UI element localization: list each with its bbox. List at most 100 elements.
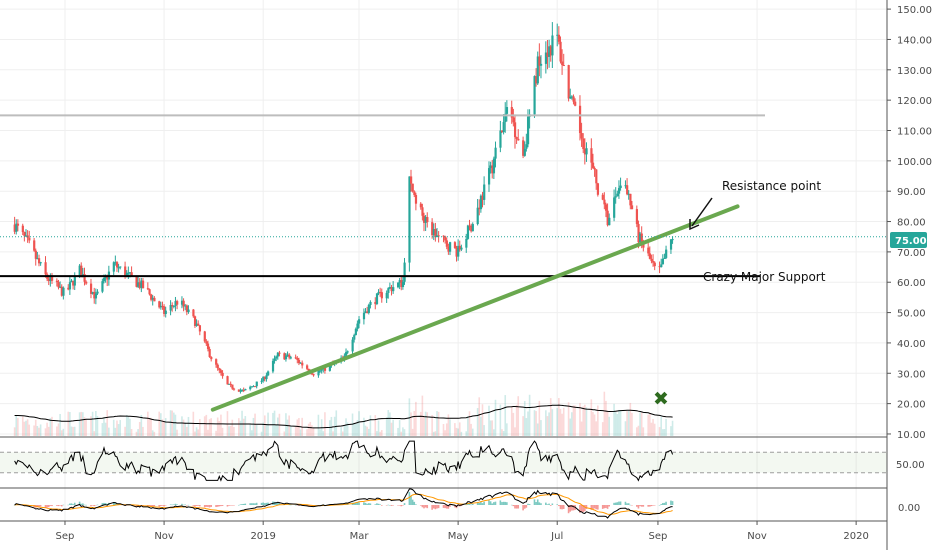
macd-histogram-bar — [653, 505, 656, 506]
volume-bar — [36, 425, 39, 436]
volume-bar — [176, 429, 178, 436]
candle-body — [517, 138, 520, 141]
macd-histogram-bar — [205, 505, 208, 507]
macd-histogram-bar — [184, 504, 186, 506]
candle-body — [198, 325, 202, 332]
macd-histogram-bar — [254, 503, 256, 505]
candle-body — [150, 294, 153, 300]
volume-bar — [161, 419, 164, 436]
volume-bar — [184, 422, 186, 436]
y-tick-label: 70.00 — [897, 248, 926, 259]
candle-body — [590, 148, 593, 163]
candle-body — [397, 282, 400, 288]
candle-body — [434, 229, 437, 238]
volume-bar — [572, 405, 575, 436]
macd-histogram-bar — [489, 501, 492, 505]
macd-histogram-bar — [354, 502, 357, 505]
x-tick-label: Jul — [550, 531, 563, 542]
candle-body — [419, 203, 422, 208]
volume-bar — [650, 422, 653, 436]
macd-histogram-bar — [449, 505, 451, 507]
volume-bar — [582, 406, 585, 436]
volume-bar — [642, 427, 645, 436]
volume-bar — [56, 426, 58, 436]
macd-histogram-bar — [491, 503, 494, 505]
x-tick-label: 2020 — [843, 531, 868, 542]
macd-histogram-bar — [593, 505, 596, 509]
candle-body — [567, 65, 570, 99]
macd-histogram-bar — [432, 505, 435, 509]
macd-histogram-bar — [62, 504, 65, 506]
volume-bar — [125, 414, 128, 436]
volume-bar — [197, 429, 199, 436]
candle-body — [237, 389, 241, 392]
volume-bar — [533, 410, 536, 436]
support-label[interactable]: Crazy Major Support — [703, 270, 826, 284]
volume-bar — [366, 426, 368, 436]
macd-histogram-bar — [51, 505, 53, 507]
volume-bar — [70, 426, 73, 436]
resistance-arrow[interactable] — [689, 197, 713, 231]
volume-bar — [354, 423, 357, 436]
candle-body — [72, 280, 75, 286]
candle-body — [619, 185, 622, 189]
candle-body — [476, 207, 479, 225]
resistance-point-label[interactable]: Resistance point — [722, 179, 821, 193]
macd-histogram-bar — [239, 504, 242, 505]
candle-body — [624, 185, 627, 187]
macd-histogram-bar — [161, 505, 164, 506]
volume-bar — [299, 429, 302, 436]
macd-histogram-bar — [512, 505, 515, 507]
candle-body — [457, 245, 460, 257]
volume-bar — [241, 410, 243, 436]
candle-body — [653, 262, 656, 267]
candle-body — [267, 371, 270, 376]
candle-body — [562, 65, 565, 67]
macd-histogram-bar — [210, 505, 212, 507]
volume-bar — [510, 406, 513, 436]
volume-bar — [649, 413, 651, 436]
volume-bar — [221, 427, 224, 436]
macd-histogram-bar — [649, 505, 651, 507]
x-marker-icon[interactable]: ✖ — [653, 388, 669, 410]
candle-body — [424, 217, 427, 223]
volume-bar — [124, 426, 126, 436]
macd-histogram-bar — [389, 504, 391, 506]
candle-body — [437, 235, 440, 237]
macd-histogram-bar — [221, 505, 224, 506]
candle-body — [526, 116, 530, 145]
volume-bar — [426, 412, 429, 436]
macd-histogram-bar — [49, 505, 52, 506]
volume-bar — [595, 421, 598, 436]
volume-bar — [437, 411, 440, 436]
candle-body — [613, 197, 616, 218]
volume-bar — [148, 418, 151, 436]
candle-body — [114, 262, 117, 264]
macd-histogram-bar — [39, 505, 42, 507]
volume-bar — [512, 412, 515, 436]
x-tick-label: Nov — [154, 531, 174, 542]
candle-body — [596, 183, 600, 195]
candle-body — [278, 352, 281, 354]
volume-bar — [207, 429, 209, 436]
candle-body — [137, 282, 140, 287]
macd-histogram-bar — [411, 499, 414, 505]
volume-bar — [38, 427, 40, 436]
volume-bar — [592, 412, 594, 436]
candle-body — [374, 301, 377, 305]
volume-bar — [309, 421, 312, 436]
volume-bar — [82, 412, 84, 436]
volume-bar — [285, 413, 287, 436]
candle-body — [626, 185, 629, 195]
x-axis[interactable]: Sep Nov 2019 Mar May Jul Sep Nov 2020 — [56, 521, 869, 542]
volume-bar — [44, 428, 47, 436]
macd-histogram-bar — [116, 503, 118, 505]
candle-body — [660, 264, 663, 268]
macd-histogram-bar — [192, 505, 195, 506]
macd-histogram-bar — [366, 503, 368, 505]
y-axis[interactable]: 150.00 140.00 130.00 120.00 110.00 100.00 90.0… — [887, 5, 932, 441]
macd-histogram-bar — [127, 505, 130, 506]
macd-histogram-bar — [549, 505, 552, 506]
macd-histogram-bar — [629, 504, 632, 506]
candle-body — [219, 370, 223, 373]
